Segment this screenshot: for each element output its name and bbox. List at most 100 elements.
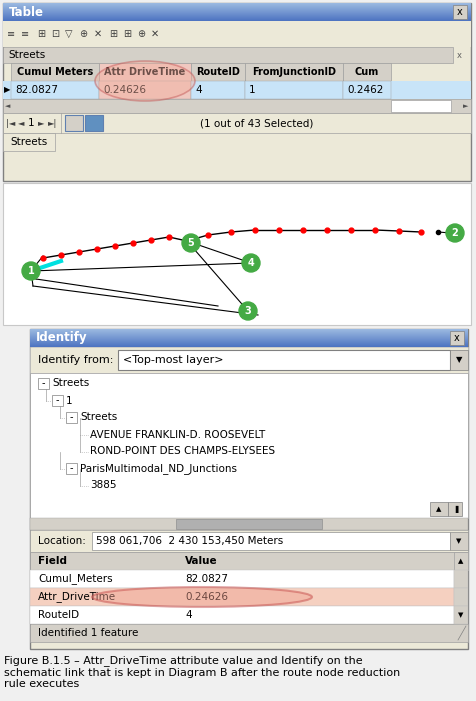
Text: Streets: Streets [52, 379, 89, 388]
FancyBboxPatch shape [99, 63, 191, 81]
FancyBboxPatch shape [92, 532, 450, 550]
FancyBboxPatch shape [3, 21, 471, 47]
Text: ▼: ▼ [458, 612, 464, 618]
FancyBboxPatch shape [3, 99, 471, 113]
Text: Value: Value [185, 556, 218, 566]
FancyBboxPatch shape [343, 81, 391, 99]
Text: Attr_DriveTime: Attr_DriveTime [38, 592, 116, 602]
FancyBboxPatch shape [30, 344, 468, 345]
Text: Identified 1 feature: Identified 1 feature [38, 628, 139, 638]
Text: ⊕: ⊕ [79, 29, 87, 39]
Text: Table: Table [9, 6, 44, 18]
FancyBboxPatch shape [30, 335, 468, 336]
Text: 3: 3 [245, 306, 251, 316]
FancyBboxPatch shape [30, 570, 454, 588]
FancyBboxPatch shape [3, 8, 471, 9]
Text: ◄: ◄ [18, 118, 24, 128]
FancyBboxPatch shape [11, 63, 99, 81]
FancyBboxPatch shape [38, 378, 49, 389]
Text: 0.24626: 0.24626 [185, 592, 228, 602]
Circle shape [446, 224, 464, 242]
Text: Field: Field [38, 556, 67, 566]
Ellipse shape [92, 587, 312, 607]
Text: ▼: ▼ [456, 355, 462, 365]
FancyBboxPatch shape [3, 16, 471, 17]
Text: ROND-POINT DES CHAMPS-ELYSEES: ROND-POINT DES CHAMPS-ELYSEES [90, 447, 275, 456]
FancyBboxPatch shape [245, 63, 343, 81]
FancyBboxPatch shape [3, 10, 471, 11]
Text: 5: 5 [188, 238, 194, 248]
Text: 0.24626: 0.24626 [103, 85, 146, 95]
Text: AVENUE FRANKLIN-D. ROOSEVELT: AVENUE FRANKLIN-D. ROOSEVELT [90, 430, 265, 440]
FancyBboxPatch shape [454, 588, 468, 606]
Text: Attr DriveTime: Attr DriveTime [104, 67, 186, 77]
FancyBboxPatch shape [30, 339, 468, 340]
FancyBboxPatch shape [391, 100, 451, 112]
FancyBboxPatch shape [30, 530, 468, 552]
FancyBboxPatch shape [30, 338, 468, 339]
Text: ▲: ▲ [436, 506, 442, 512]
Text: ≡: ≡ [21, 29, 29, 39]
FancyBboxPatch shape [3, 3, 471, 4]
FancyBboxPatch shape [191, 63, 245, 81]
FancyBboxPatch shape [454, 552, 468, 570]
Text: ▶: ▶ [4, 86, 10, 95]
Text: ≡: ≡ [7, 29, 15, 39]
FancyBboxPatch shape [176, 519, 322, 529]
Text: Cumul Meters: Cumul Meters [17, 67, 93, 77]
FancyBboxPatch shape [30, 333, 468, 334]
FancyBboxPatch shape [30, 345, 468, 346]
Text: ParisMultimodal_ND_Junctions: ParisMultimodal_ND_Junctions [80, 463, 237, 474]
Text: -: - [41, 379, 45, 388]
FancyBboxPatch shape [11, 81, 99, 99]
Text: ⊕: ⊕ [137, 29, 145, 39]
FancyBboxPatch shape [66, 412, 77, 423]
FancyBboxPatch shape [3, 5, 471, 6]
Text: <Top-most layer>: <Top-most layer> [123, 355, 224, 365]
FancyBboxPatch shape [30, 331, 468, 332]
FancyBboxPatch shape [3, 133, 55, 151]
FancyBboxPatch shape [30, 337, 468, 338]
FancyBboxPatch shape [30, 340, 468, 341]
Text: RouteID: RouteID [38, 610, 79, 620]
FancyBboxPatch shape [3, 20, 471, 21]
Text: 598 061,706  2 430 153,450 Meters: 598 061,706 2 430 153,450 Meters [96, 536, 283, 546]
Text: ◄: ◄ [5, 103, 10, 109]
Text: -: - [69, 463, 73, 473]
FancyBboxPatch shape [454, 570, 468, 588]
Text: ▽: ▽ [65, 29, 73, 39]
FancyBboxPatch shape [3, 6, 471, 7]
Text: ▲: ▲ [458, 558, 464, 564]
Text: Identify: Identify [36, 332, 88, 344]
Text: 82.0827: 82.0827 [15, 85, 58, 95]
Circle shape [22, 262, 40, 280]
FancyBboxPatch shape [3, 4, 471, 5]
Text: x: x [454, 333, 460, 343]
FancyBboxPatch shape [3, 7, 471, 8]
Text: |◄: |◄ [6, 118, 16, 128]
Text: x: x [456, 50, 462, 60]
Text: ►: ► [38, 118, 44, 128]
FancyBboxPatch shape [30, 624, 468, 642]
FancyBboxPatch shape [30, 342, 468, 343]
Text: 0.2462: 0.2462 [347, 85, 383, 95]
FancyBboxPatch shape [191, 81, 245, 99]
FancyBboxPatch shape [3, 17, 471, 18]
FancyBboxPatch shape [30, 329, 468, 649]
Text: 1: 1 [249, 85, 256, 95]
Text: ►: ► [463, 103, 469, 109]
FancyBboxPatch shape [3, 12, 471, 13]
Text: ⊞: ⊞ [123, 29, 131, 39]
FancyBboxPatch shape [3, 113, 471, 133]
Text: 82.0827: 82.0827 [185, 574, 228, 584]
Text: ▐: ▐ [452, 505, 458, 512]
FancyBboxPatch shape [30, 329, 468, 330]
FancyBboxPatch shape [30, 588, 454, 606]
Text: ⊞: ⊞ [109, 29, 117, 39]
Text: -: - [55, 395, 59, 405]
Ellipse shape [95, 61, 195, 101]
Text: Figure B.1.5 – Attr_DriveTime attribute value and Identify on the
schematic link: Figure B.1.5 – Attr_DriveTime attribute … [4, 655, 400, 689]
FancyBboxPatch shape [450, 350, 468, 370]
FancyBboxPatch shape [30, 334, 468, 335]
FancyBboxPatch shape [85, 115, 103, 131]
